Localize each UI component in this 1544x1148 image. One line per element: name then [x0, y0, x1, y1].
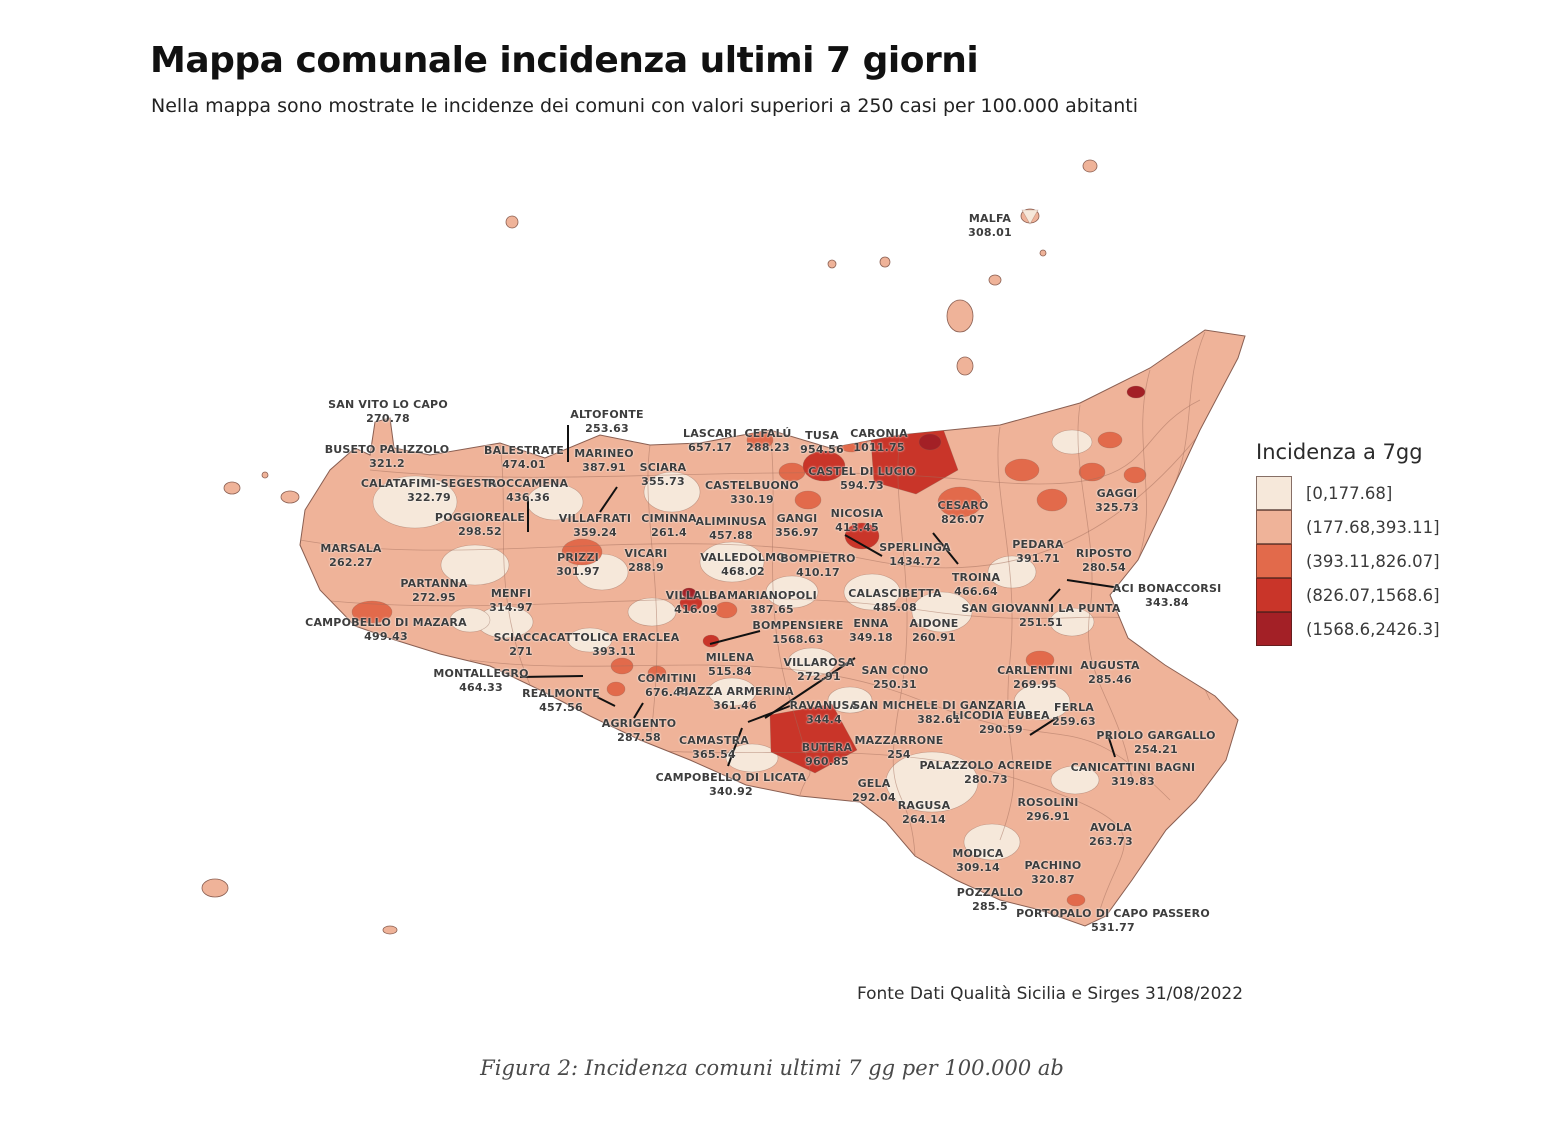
legend-bin-label: (177.68,393.11]: [1306, 517, 1440, 537]
legend-bin-3: (826.07,1568.6]: [1256, 577, 1496, 612]
data-source-note: Fonte Dati Qualità Sicilia e Sirges 31/0…: [856, 984, 1244, 1004]
figure-caption: Figura 2: Incidenza comuni ultimi 7 gg p…: [480, 1056, 1064, 1080]
legend-swatch: [1256, 577, 1292, 612]
legend-swatch: [1256, 611, 1292, 646]
sicily-map: [201, 159, 1246, 935]
legend-swatch: [1256, 509, 1292, 544]
legend-bin-label: (826.07,1568.6]: [1306, 585, 1440, 605]
minor-islands: [201, 159, 1098, 935]
page-subtitle: Nella mappa sono mostrate le incidenze d…: [151, 95, 1138, 117]
page-title: Mappa comunale incidenza ultimi 7 giorni: [150, 40, 979, 81]
legend-swatch: [1256, 543, 1292, 578]
legend-bin-1: (177.68,393.11]: [1256, 509, 1496, 544]
legend-bin-label: [0,177.68]: [1306, 483, 1393, 503]
legend-swatch: [1256, 475, 1292, 510]
legend-bin-label: (1568.6,2426.3]: [1306, 619, 1440, 639]
legend-bin-0: [0,177.68]: [1256, 475, 1496, 510]
low-incidence-patches: [372, 429, 1191, 861]
legend-bin-2: (393.11,826.07]: [1256, 543, 1496, 578]
legend-bin-label: (393.11,826.07]: [1306, 551, 1440, 571]
legend: Incidenza a 7gg [0,177.68] (177.68,393.11…: [1256, 440, 1496, 646]
legend-bin-4: (1568.6,2426.3]: [1256, 611, 1496, 646]
legend-title: Incidenza a 7gg: [1256, 440, 1423, 464]
sicily-outline: [299, 329, 1246, 927]
comune-borders: [300, 331, 1241, 911]
legend-rows: [0,177.68] (177.68,393.11] (393.11,826.07]…: [1256, 475, 1496, 646]
